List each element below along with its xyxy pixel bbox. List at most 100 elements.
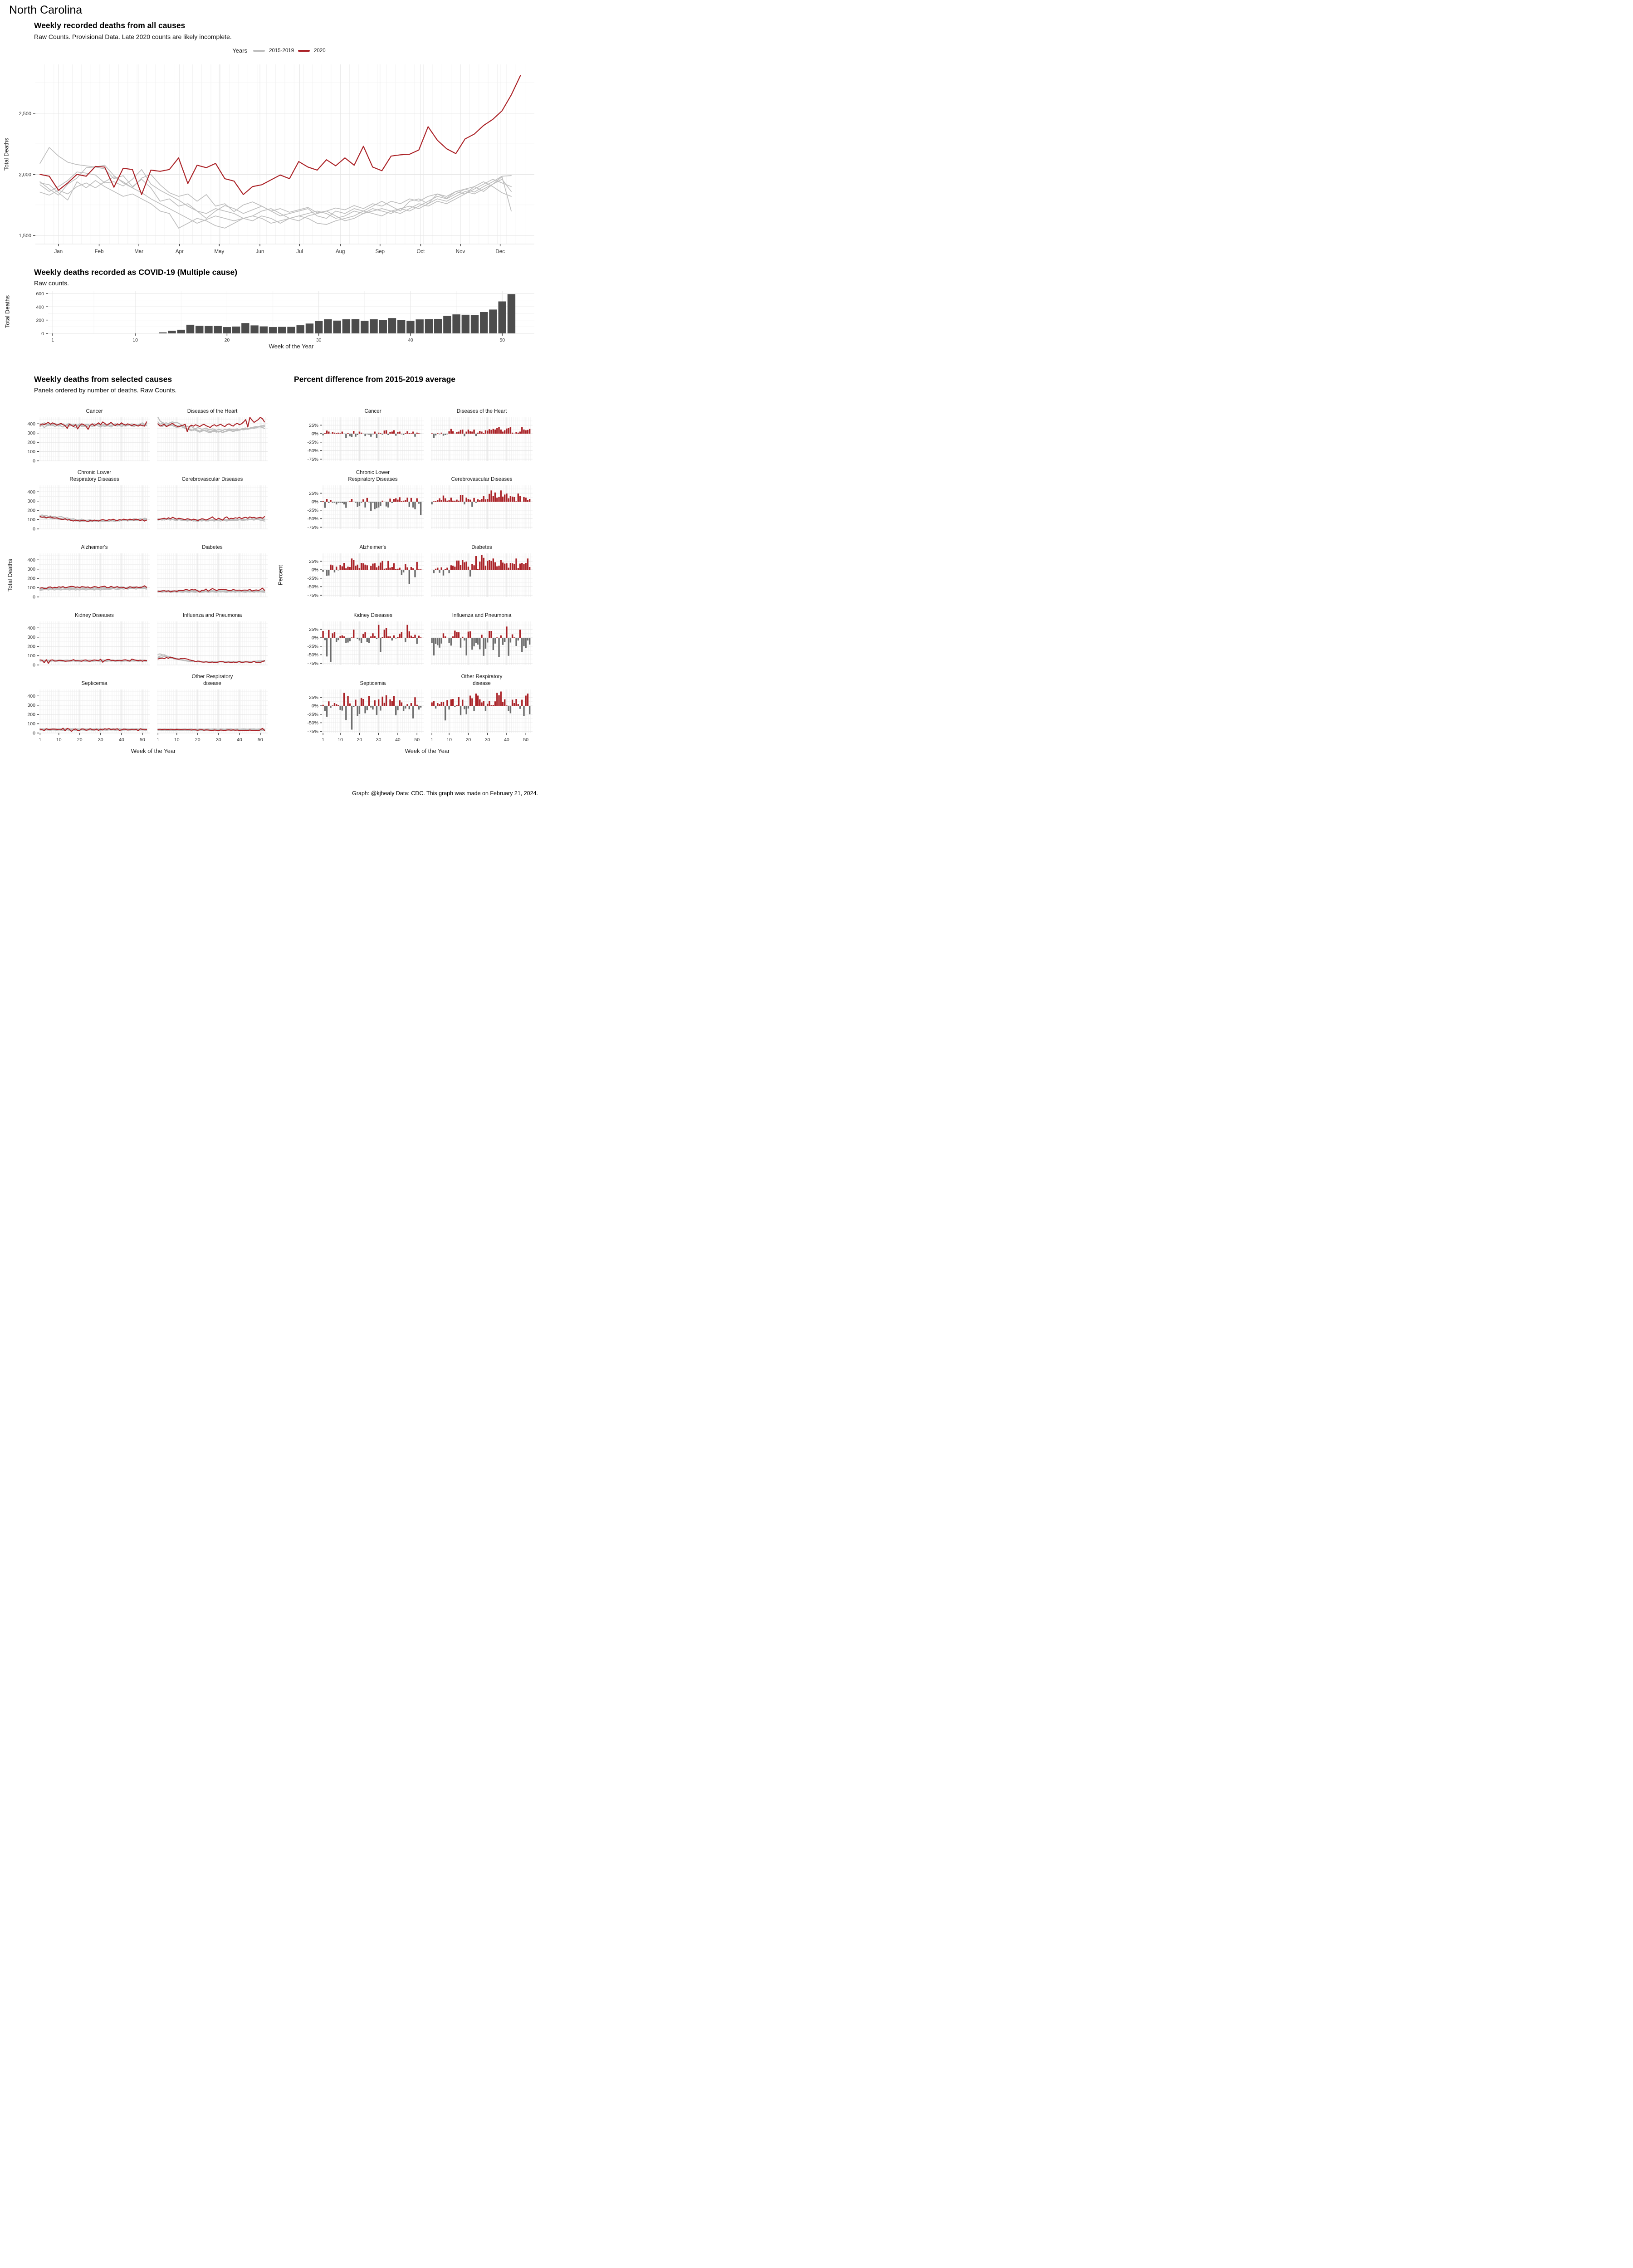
y-tick-label: 200 bbox=[27, 508, 35, 513]
panel-title: Influenza and Pneumonia bbox=[183, 613, 242, 618]
panel-title: Diseases of the Heart bbox=[457, 409, 507, 414]
x-tick-label: Dec bbox=[495, 249, 505, 254]
panel-title: Alzheimer's bbox=[81, 545, 108, 550]
covid-title: Weekly deaths recorded as COVID-19 (Mult… bbox=[34, 268, 238, 277]
covid-deaths-chart: 0 200 400 600 1 10 20 30 40 50 bbox=[36, 291, 534, 343]
selected-causes-ylabel: Total Deaths bbox=[6, 558, 14, 592]
y-tick-label: 25% bbox=[309, 559, 318, 564]
page-title: North Carolina bbox=[9, 4, 83, 16]
x-tick-label: 10 bbox=[132, 337, 138, 343]
y-tick-label: 200 bbox=[36, 318, 44, 323]
y-tick-label: 400 bbox=[27, 694, 35, 699]
x-tick-label: 1 bbox=[39, 737, 41, 743]
legend-label-2015-2019: 2015-2019 bbox=[269, 48, 294, 54]
x-tick-label: 50 bbox=[499, 337, 505, 343]
percent-diff-ylabel: Percent bbox=[277, 565, 284, 586]
legend-title: Years bbox=[232, 47, 248, 54]
y-tick-label: 0% bbox=[312, 635, 318, 641]
y-tick-label: -75% bbox=[307, 661, 318, 666]
x-tick-label: 20 bbox=[195, 737, 200, 743]
x-tick-label: Jul bbox=[296, 249, 303, 254]
panel-title: Cancer bbox=[364, 409, 381, 414]
y-tick-label: 400 bbox=[27, 421, 35, 427]
x-tick-label: Feb bbox=[95, 249, 104, 254]
y-tick-label: 300 bbox=[27, 567, 35, 572]
x-tick-label: 10 bbox=[174, 737, 180, 743]
x-tick-label: Apr bbox=[176, 249, 184, 254]
x-tick-label: 1 bbox=[156, 737, 159, 743]
panel-title: Chronic Lower bbox=[78, 470, 111, 475]
x-tick-label: 1 bbox=[430, 737, 433, 743]
y-tick-label: 200 bbox=[27, 440, 35, 445]
y-tick-label: -75% bbox=[307, 593, 318, 598]
panel-title: Diseases of the Heart bbox=[187, 409, 238, 414]
percent-diff-grid: Cancer 25% 0% -25% -50% -75% Diseases of the H… bbox=[307, 409, 533, 743]
panel-title: Chronic Lower bbox=[356, 470, 390, 475]
y-tick-label: -25% bbox=[307, 508, 318, 513]
y-tick-label: 0 bbox=[33, 663, 35, 668]
panel-title: disease bbox=[473, 681, 491, 686]
panel-title: Influenza and Pneumonia bbox=[452, 613, 512, 618]
x-tick-label: Jun bbox=[256, 249, 264, 254]
panel-title: Diabetes bbox=[202, 545, 223, 550]
x-tick-label: 50 bbox=[140, 737, 145, 743]
y-tick-label: 25% bbox=[309, 627, 318, 632]
panel-title: Other Respiratory bbox=[461, 674, 503, 679]
y-tick-label: 100 bbox=[27, 449, 35, 455]
y-tick-label: 300 bbox=[27, 499, 35, 504]
panel-title: Cerebrovascular Diseases bbox=[451, 477, 513, 482]
x-tick-label: 40 bbox=[237, 737, 242, 743]
y-tick-label: 0% bbox=[312, 704, 318, 709]
y-tick-label: 300 bbox=[27, 703, 35, 708]
y-tick-label: -75% bbox=[307, 457, 318, 462]
y-tick-label: -50% bbox=[307, 516, 318, 522]
x-tick-label: 10 bbox=[56, 737, 62, 743]
y-tick-label: 600 bbox=[36, 291, 44, 297]
y-tick-label: -75% bbox=[307, 525, 318, 530]
y-tick-label: 200 bbox=[27, 576, 35, 582]
selected-causes-title: Weekly deaths from selected causes bbox=[34, 375, 172, 384]
y-tick-label: 0% bbox=[312, 567, 318, 573]
all-causes-title: Weekly recorded deaths from all causes bbox=[34, 21, 186, 30]
panel-title: Other Respiratory bbox=[192, 674, 233, 679]
y-tick-label: -25% bbox=[307, 712, 318, 717]
panel-title: Cerebrovascular Diseases bbox=[182, 477, 243, 482]
x-tick-label: 40 bbox=[504, 737, 509, 743]
x-tick-label: 30 bbox=[98, 737, 103, 743]
x-tick-label: Oct bbox=[416, 249, 425, 254]
y-tick-label: -50% bbox=[307, 652, 318, 658]
panel-title: disease bbox=[203, 681, 221, 686]
legend-swatch-2015-2019 bbox=[253, 49, 265, 52]
x-tick-label: 20 bbox=[466, 737, 471, 743]
legend: Years 2015-2019 2020 bbox=[14, 47, 544, 54]
panel-title: Alzheimer's bbox=[359, 545, 386, 550]
x-tick-label: 30 bbox=[316, 337, 322, 343]
y-tick-label: -25% bbox=[307, 576, 318, 581]
x-tick-label: 10 bbox=[337, 737, 343, 743]
x-tick-label: 30 bbox=[376, 737, 381, 743]
percent-diff-title: Percent difference from 2015-2019 averag… bbox=[294, 375, 456, 384]
y-tick-label: 100 bbox=[27, 517, 35, 523]
y-tick-label: 400 bbox=[36, 304, 44, 310]
y-tick-label: 2,500 bbox=[19, 111, 31, 117]
y-tick-label: 100 bbox=[27, 721, 35, 727]
y-tick-label: 0% bbox=[312, 499, 318, 505]
x-tick-label: 20 bbox=[77, 737, 83, 743]
x-tick-label: 20 bbox=[357, 737, 362, 743]
y-tick-label: 400 bbox=[27, 626, 35, 631]
x-tick-label: Sep bbox=[376, 249, 385, 254]
x-tick-label: May bbox=[215, 249, 225, 254]
x-tick-label: 50 bbox=[523, 737, 528, 743]
covid-ylabel: Total Deaths bbox=[4, 295, 11, 328]
y-tick-label: -25% bbox=[307, 440, 318, 445]
y-tick-label: 300 bbox=[27, 635, 35, 640]
y-tick-label: 300 bbox=[27, 430, 35, 436]
all-causes-ylabel: Total Deaths bbox=[3, 137, 10, 171]
x-tick-label: 1 bbox=[322, 737, 324, 743]
legend-swatch-2020 bbox=[298, 49, 310, 52]
x-tick-label: 50 bbox=[258, 737, 263, 743]
legend-label-2020: 2020 bbox=[314, 48, 326, 54]
selected-causes-subtitle: Panels ordered by number of deaths. Raw … bbox=[34, 386, 177, 394]
panel-title: Septicemia bbox=[82, 681, 108, 686]
